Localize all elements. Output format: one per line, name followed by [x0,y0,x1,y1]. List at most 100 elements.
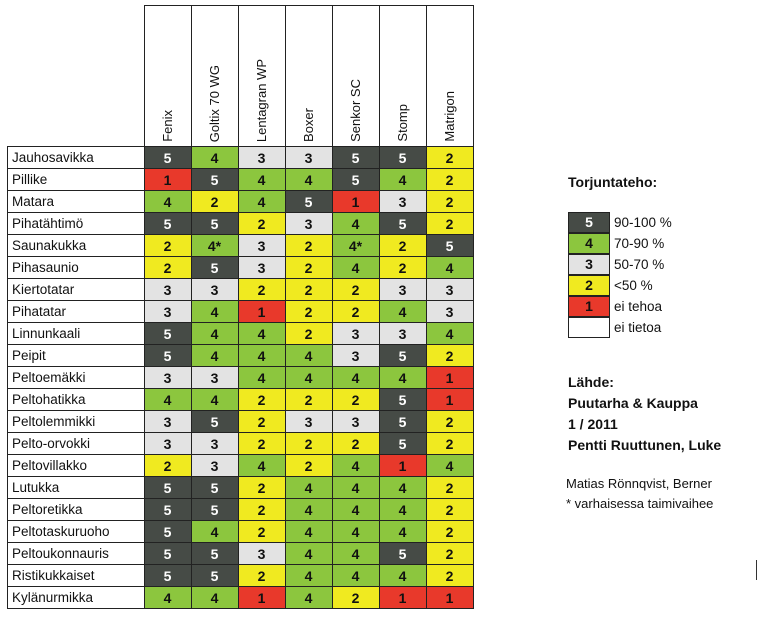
efficacy-cell: 5 [378,432,427,455]
legend-swatch: 5 [568,211,610,233]
efficacy-cell: 3 [331,322,380,345]
efficacy-cell: 2 [425,498,474,521]
legend-label: <50 % [614,278,653,293]
efficacy-cell: 5 [331,168,380,191]
source-block: Lähde: Puutarha & Kauppa 1 / 2011 Pentti… [568,372,721,456]
weed-name: Saunakukka [7,234,145,257]
weed-name: Pillike [7,168,145,191]
table-row: Lutukka 5 5 2 4 4 4 2 [7,476,474,499]
efficacy-cell: 2 [331,586,380,609]
table-row: Ristikukkaiset 5 5 2 4 4 4 2 [7,564,474,587]
efficacy-cell: 5 [378,344,427,367]
legend-item: 5 90-100 % [568,211,672,233]
efficacy-cell: 4 [331,454,380,477]
efficacy-cell: 4 [237,344,286,367]
efficacy-cell: 3 [284,410,333,433]
efficacy-cell: 2 [284,322,333,345]
efficacy-cell: 2 [284,300,333,323]
column-header: Boxer [284,5,333,147]
legend-label: 90-100 % [614,215,672,230]
column-header-label: Senkor SC [348,79,363,142]
source-issue: 1 / 2011 [568,416,618,432]
weed-name: Peltohatikka [7,388,145,411]
efficacy-cell: 2 [425,410,474,433]
credits-block: Matias Rönnqvist, Berner * varhaisessa t… [566,474,713,514]
legend-swatch: 1 [568,295,610,317]
table-header-row: Fenix Goltix 70 WG Lentagran WP Boxer Senkor… [7,5,474,147]
herbicide-efficacy-table: Fenix Goltix 70 WG Lentagran WP Boxer Senkor… [7,5,474,609]
table-row: Pihatatar 3 4 1 2 2 4 3 [7,300,474,323]
efficacy-cell: 3 [284,212,333,235]
efficacy-cell: 4 [190,388,239,411]
efficacy-cell: 4 [284,498,333,521]
weed-name: Kiertotatar [7,278,145,301]
efficacy-cell: 1 [143,168,192,191]
column-header: Senkor SC [331,5,380,147]
source-author: Pentti Ruuttunen, Luke [568,437,722,453]
efficacy-cell: 2 [237,498,286,521]
table-row: Peltoukonnauris 5 5 3 4 4 5 2 [7,542,474,565]
efficacy-cell: 5 [143,498,192,521]
column-header: Lentagran WP [237,5,286,147]
efficacy-cell: 5 [190,410,239,433]
efficacy-cell: 3 [378,278,427,301]
efficacy-cell: 1 [378,586,427,609]
efficacy-cell: 5 [378,542,427,565]
efficacy-cell: 1 [425,388,474,411]
efficacy-cell: 4 [190,146,239,169]
efficacy-cell: 2 [190,190,239,213]
efficacy-cell: 4 [331,498,380,521]
efficacy-cell: 5 [425,234,474,257]
efficacy-cell: 2 [284,454,333,477]
efficacy-cell: 2 [284,432,333,455]
column-header-label: Stomp [395,104,410,142]
efficacy-cell: 2 [425,476,474,499]
weed-name: Peltotaskuruoho [7,520,145,543]
weed-name: Pelto-orvokki [7,432,145,455]
efficacy-cell: 5 [143,212,192,235]
efficacy-cell: 4 [331,520,380,543]
efficacy-cell: 4 [190,520,239,543]
table-row: Peltoemäkki 3 3 4 4 4 4 1 [7,366,474,389]
efficacy-cell: 2 [143,256,192,279]
efficacy-cell: 1 [331,190,380,213]
legend-item: 4 70-90 % [568,232,672,254]
table-row: Kiertotatar 3 3 2 2 2 3 3 [7,278,474,301]
weed-name: Pihatähtimö [7,212,145,235]
efficacy-cell: 2 [331,388,380,411]
legend-swatch: 3 [568,253,610,275]
efficacy-cell: 4 [425,454,474,477]
efficacy-cell: 5 [143,322,192,345]
weed-name: Pihatatar [7,300,145,323]
efficacy-cell: 4 [237,366,286,389]
efficacy-cell: 2 [425,520,474,543]
efficacy-cell: 2 [284,388,333,411]
efficacy-cell: 4 [284,476,333,499]
efficacy-cell: 4 [378,498,427,521]
weed-name: Peltoretikka [7,498,145,521]
table-row: Pelto-orvokki 3 3 2 2 2 5 2 [7,432,474,455]
efficacy-cell: 1 [237,586,286,609]
efficacy-cell: 4 [284,520,333,543]
efficacy-cell: 5 [190,498,239,521]
efficacy-cell: 1 [425,366,474,389]
efficacy-cell: 4 [378,476,427,499]
efficacy-cell: 4 [143,388,192,411]
efficacy-cell: 2 [425,146,474,169]
efficacy-cell: 4 [331,542,380,565]
weed-name: Peltolemmikki [7,410,145,433]
efficacy-cell: 2 [237,432,286,455]
efficacy-cell: 2 [425,190,474,213]
efficacy-cell: 4 [284,366,333,389]
efficacy-cell: 2 [425,542,474,565]
column-header-label: Boxer [301,108,316,142]
table-row: Jauhosavikka 5 4 3 3 5 5 2 [7,146,474,169]
efficacy-cell: 5 [143,542,192,565]
efficacy-cell: 2 [237,212,286,235]
table-row: Kylänurmikka 4 4 1 4 2 1 1 [7,586,474,609]
efficacy-cell: 1 [378,454,427,477]
weed-name: Peltoukonnauris [7,542,145,565]
efficacy-cell: 2 [284,278,333,301]
efficacy-cell: 4 [425,256,474,279]
column-header: Stomp [378,5,427,147]
